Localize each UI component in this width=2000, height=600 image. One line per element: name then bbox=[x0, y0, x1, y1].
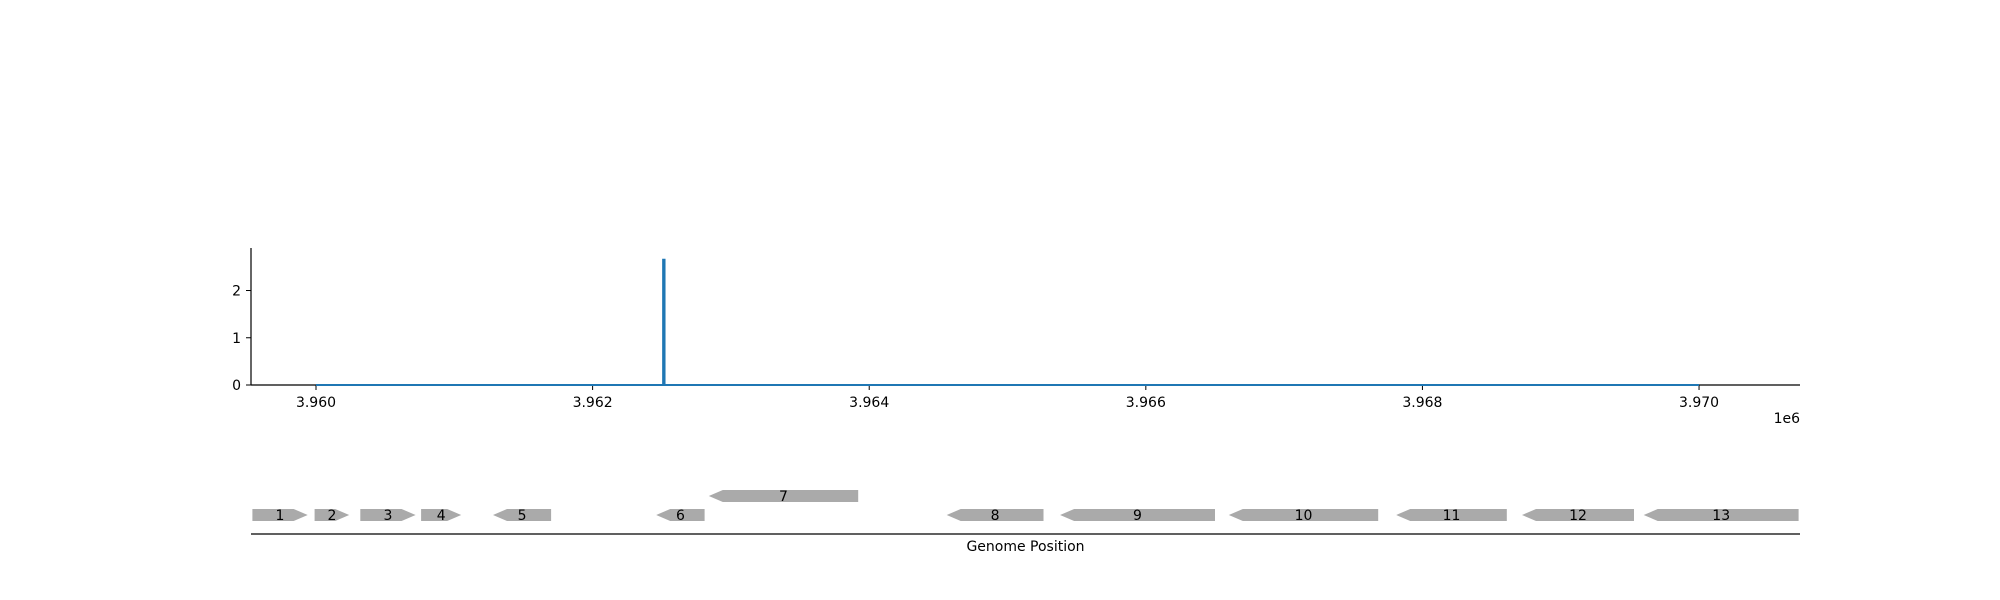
y-tick-label: 0 bbox=[232, 378, 241, 394]
gene-arrow bbox=[360, 509, 416, 521]
gene-label: 3 bbox=[383, 508, 392, 524]
coverage-line bbox=[316, 258, 1700, 386]
gene-label: 13 bbox=[1712, 508, 1730, 524]
x-tick-label: 3.968 bbox=[1402, 395, 1442, 411]
x-tick-label: 3.962 bbox=[573, 395, 613, 411]
x-axis-offset-label: 1e6 bbox=[1774, 411, 1801, 427]
gene-label: 2 bbox=[327, 508, 336, 524]
gene-label: 4 bbox=[437, 508, 446, 524]
gene-label: 5 bbox=[518, 508, 527, 524]
x-tick-label: 3.960 bbox=[296, 395, 336, 411]
gene-label: 6 bbox=[676, 508, 685, 524]
x-tick-label: 3.966 bbox=[1126, 395, 1166, 411]
gene-arrow bbox=[1060, 509, 1215, 521]
gene-arrow bbox=[656, 509, 705, 521]
y-tick-label: 2 bbox=[232, 284, 241, 300]
gene-label: 10 bbox=[1295, 508, 1313, 524]
gene-arrow bbox=[314, 509, 350, 521]
gene-arrow bbox=[1228, 509, 1379, 521]
gene-arrows: 1 2 3 4 5 678 9 10 11 12 13 bbox=[252, 489, 1799, 524]
gene-arrow bbox=[493, 509, 552, 521]
y-tick-label: 1 bbox=[232, 331, 241, 347]
gene-arrow bbox=[252, 509, 308, 521]
gene-label: 12 bbox=[1569, 508, 1587, 524]
x-axis-ticks: 3.960 3.962 3.964 3.966 3.968 3.970 bbox=[296, 385, 1719, 411]
gene-arrow bbox=[1522, 509, 1634, 521]
coverage-plot: 3.960 3.962 3.964 3.966 3.968 3.970 0 1 2 1e6 bbox=[232, 248, 1800, 427]
gene-track-xlabel: Genome Position bbox=[966, 539, 1084, 555]
gene-label: 8 bbox=[991, 508, 1000, 524]
gene-arrow bbox=[1643, 509, 1799, 521]
gene-arrow bbox=[946, 509, 1044, 521]
gene-track: 1 2 3 4 5 678 9 10 11 12 13 Genome Position bbox=[251, 489, 1800, 555]
y-axis-ticks: 0 1 2 bbox=[232, 284, 251, 394]
gene-arrow bbox=[708, 490, 859, 502]
gene-arrow bbox=[1396, 509, 1507, 521]
gene-label: 9 bbox=[1133, 508, 1142, 524]
x-tick-label: 3.964 bbox=[849, 395, 889, 411]
gene-label: 7 bbox=[779, 489, 788, 505]
gene-arrow bbox=[421, 509, 462, 521]
gene-label: 1 bbox=[276, 508, 285, 524]
gene-label: 11 bbox=[1443, 508, 1461, 524]
x-tick-label: 3.970 bbox=[1679, 395, 1719, 411]
